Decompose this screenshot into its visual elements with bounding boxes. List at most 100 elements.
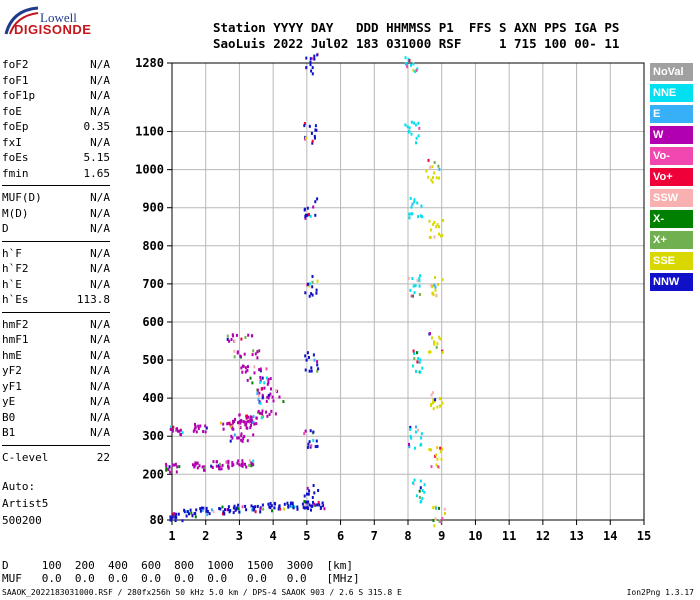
echo-point	[431, 165, 434, 169]
echo-point	[410, 294, 413, 298]
echo-point	[249, 420, 252, 424]
echo-point	[248, 420, 251, 424]
param-row: C-level 22	[2, 451, 110, 465]
echo-point	[434, 517, 437, 521]
param-row: yF1 N/A	[2, 380, 110, 394]
echo-point	[227, 421, 230, 425]
echo-point	[205, 507, 208, 510]
echo-point	[212, 460, 215, 464]
param-value: 0.35	[83, 120, 111, 133]
echo-point	[241, 505, 244, 509]
echo-point	[412, 68, 415, 72]
echo-point	[415, 141, 417, 145]
echo-point	[252, 349, 255, 353]
echo-point	[409, 425, 412, 429]
echo-point	[309, 214, 312, 218]
param-value: N/A	[90, 410, 110, 424]
echo-point	[291, 501, 294, 505]
echo-point	[229, 509, 232, 512]
param-value: N/A	[90, 277, 110, 291]
echo-point	[429, 332, 431, 336]
echo-point	[201, 508, 204, 512]
echo-point	[303, 500, 306, 503]
y-tick-label: 800	[142, 239, 164, 253]
echo-point	[314, 445, 317, 449]
param-separator	[2, 185, 110, 186]
echo-point	[237, 436, 240, 440]
echo-point	[308, 124, 311, 128]
echo-point	[444, 512, 446, 515]
echo-point	[169, 427, 172, 431]
echo-point	[420, 442, 423, 446]
echo-point	[433, 342, 436, 346]
echo-point	[412, 121, 415, 125]
echo-point	[434, 276, 437, 279]
echo-point	[232, 421, 235, 425]
param-name: M(D)	[2, 206, 29, 220]
echo-point	[245, 416, 248, 420]
echo-point	[410, 436, 413, 440]
echo-point	[261, 503, 264, 507]
param-row: h`Es 113.8	[2, 293, 110, 307]
echo-point	[420, 432, 423, 436]
echo-point	[321, 501, 324, 505]
echo-point	[316, 197, 319, 201]
echo-point	[249, 376, 252, 380]
echo-point	[247, 415, 250, 419]
param-name: foEs	[2, 151, 29, 164]
echo-point	[411, 202, 414, 206]
legend-item: Vo-	[650, 147, 693, 165]
echo-point	[243, 352, 246, 356]
param-value: N/A	[90, 262, 110, 275]
echo-point	[418, 489, 421, 493]
echo-point	[202, 506, 205, 510]
echo-point	[176, 427, 178, 431]
param-value: 113.8	[76, 293, 110, 306]
param-name: foF2	[2, 58, 29, 71]
y-tick-label: 400	[142, 391, 164, 405]
echo-point	[261, 409, 264, 413]
echo-point	[415, 136, 418, 140]
echo-point	[431, 291, 434, 295]
echo-point	[199, 424, 202, 428]
echo-point	[219, 421, 222, 425]
echo-point	[199, 509, 202, 513]
param-row: h`F N/A	[2, 247, 110, 261]
echo-point	[222, 427, 225, 431]
legend-item: Vo+	[650, 168, 693, 186]
echo-point	[194, 463, 197, 466]
echo-point	[432, 398, 435, 402]
echo-point	[412, 62, 415, 66]
echo-point	[411, 277, 414, 280]
echo-point	[313, 502, 316, 506]
echo-point	[435, 225, 438, 229]
echo-point	[195, 508, 198, 512]
legend-item: NNW	[650, 273, 693, 291]
echo-point	[419, 358, 422, 362]
echo-point	[435, 293, 438, 297]
echo-point	[310, 444, 313, 448]
param-row: yE N/A	[2, 395, 110, 409]
param-row: M(D) N/A	[2, 207, 110, 221]
echo-point	[269, 377, 272, 381]
echo-point	[245, 465, 248, 469]
echo-point	[308, 212, 310, 216]
echo-point	[255, 422, 258, 426]
echo-point	[417, 121, 420, 125]
echo-point	[268, 412, 271, 416]
echo-point	[310, 69, 313, 73]
echo-point	[165, 467, 168, 471]
echo-point	[443, 507, 446, 511]
echo-point	[307, 492, 310, 496]
echo-point	[310, 292, 313, 296]
echo-point	[430, 283, 433, 287]
echo-point	[282, 400, 285, 404]
echo-point	[322, 504, 325, 508]
echo-point	[192, 429, 195, 433]
echo-point	[429, 165, 432, 169]
echo-point	[248, 459, 251, 463]
echo-point	[303, 432, 306, 436]
echo-point	[242, 436, 245, 440]
y-tick-label: 200	[142, 467, 164, 481]
echo-point	[185, 514, 188, 518]
